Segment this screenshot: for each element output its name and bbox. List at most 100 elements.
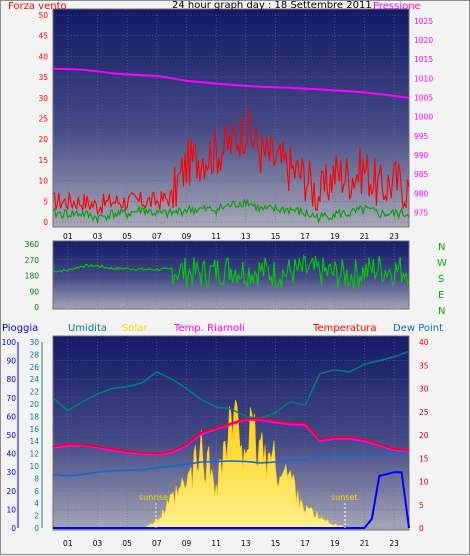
temperature-tick-label-0: 0: [419, 524, 424, 533]
pioggia-tick-label-7: 70: [6, 394, 16, 403]
legend-temperatura: Temperatura: [312, 323, 377, 334]
umidita-tick-label-6: 12: [29, 450, 39, 459]
direction-tick-label-1: 90: [29, 287, 39, 296]
series-pressione-line: [52, 67, 410, 99]
x-tick-label-p1-11: 11: [211, 232, 221, 241]
umidita-tick-label-7: 14: [29, 437, 39, 446]
legend-solar: Solar: [122, 323, 148, 334]
series-raffica-line: [52, 107, 410, 216]
x-tick-label-p1-23: 23: [389, 232, 399, 241]
pioggia-tick-label-1: 10: [6, 505, 16, 514]
series-dew-point-line: [52, 450, 410, 477]
x-tick-label-p1-15: 15: [271, 232, 281, 241]
umidita-tick-label-1: 2: [34, 512, 39, 521]
pressure-tick-label-4: 995: [414, 132, 429, 141]
wind-tick-label-7: 35: [38, 73, 48, 82]
x-tick-label-p1-21: 21: [360, 232, 370, 241]
legend-temp-riarnoli: Temp. Riarnoli: [173, 323, 245, 334]
pressure-tick-label-3: 990: [414, 151, 429, 160]
x-tick-label-p1-05: 05: [122, 232, 132, 241]
legend-dew-point: Dew Point: [393, 323, 443, 334]
temperature-tick-label-3: 15: [419, 454, 429, 463]
umidita-tick-label-4: 8: [34, 474, 39, 483]
wind-tick-label-8: 40: [38, 52, 48, 61]
x-tick-label-p3-19: 19: [330, 539, 340, 548]
wind-tick-label-1: 5: [43, 197, 48, 206]
x-tick-label-p1-09: 09: [182, 232, 192, 241]
umidita-tick-label-13: 26: [29, 363, 39, 372]
x-tick-label-p3-09: 09: [182, 539, 192, 548]
pressure-tick-label-1: 980: [414, 189, 429, 198]
panel-2-background: [52, 240, 410, 310]
umidita-tick-label-11: 22: [29, 388, 39, 397]
x-tick-label-p3-03: 03: [93, 539, 103, 548]
direction-tick-label-2: 180: [25, 272, 40, 281]
pioggia-tick-label-10: 100: [2, 338, 17, 347]
panel-1-background: [52, 8, 410, 228]
umidita-tick-label-12: 24: [29, 375, 39, 384]
pioggia-tick-label-9: 90: [6, 357, 16, 366]
legend-umidita: Umidita: [68, 323, 107, 334]
pioggia-tick-label-3: 30: [6, 468, 16, 477]
direction-tick-label-4: 360: [25, 240, 40, 249]
wind-tick-label-9: 45: [38, 32, 48, 41]
direction-tick-label-0: 0: [34, 303, 39, 312]
temperature-tick-label-4: 20: [419, 431, 429, 440]
x-tick-label-p3-05: 05: [122, 539, 132, 548]
wind-tick-label-3: 15: [38, 156, 48, 165]
direction-tick-label-3: 270: [25, 256, 40, 265]
pressure-tick-label-10: 1025: [414, 17, 433, 26]
wind-tick-label-4: 20: [38, 135, 48, 144]
series-pioggia-line: [53, 471, 410, 529]
direction-label-w: W: [437, 258, 447, 269]
wind-tick-label-6: 30: [38, 94, 48, 103]
temperature-tick-label-1: 5: [419, 501, 424, 510]
umidita-tick-label-8: 16: [29, 425, 39, 434]
series-media-line: [52, 198, 410, 225]
wind-tick-label-5: 25: [38, 115, 48, 124]
x-tick-label-p1-01: 01: [63, 232, 73, 241]
x-tick-label-p3-07: 07: [152, 539, 162, 548]
temperature-tick-label-7: 35: [419, 361, 429, 370]
umidita-tick-label-0: 0: [34, 524, 39, 533]
x-tick-label-p3-15: 15: [271, 539, 281, 548]
x-tick-label-p1-17: 17: [300, 232, 310, 241]
umidita-tick-label-10: 20: [29, 400, 39, 409]
x-tick-label-p1-03: 03: [93, 232, 103, 241]
pressure-tick-label-9: 1020: [414, 36, 433, 45]
annotation-sunrise: sunrise: [139, 493, 168, 502]
umidita-tick-label-14: 28: [29, 350, 39, 359]
annotation-sunset: sunset: [331, 493, 358, 502]
pioggia-tick-label-2: 20: [6, 487, 16, 496]
series-direzione-line: [52, 254, 410, 290]
legend-pioggia: Pioggia: [2, 323, 38, 334]
x-tick-label-p3-23: 23: [389, 539, 399, 548]
wind-tick-label-0: 0: [43, 218, 48, 227]
pioggia-tick-label-8: 80: [6, 375, 16, 384]
pressure-tick-label-5: 1000: [414, 113, 433, 122]
x-tick-label-p3-21: 21: [360, 539, 370, 548]
series-solar-area: [141, 399, 350, 529]
pressure-tick-label-2: 985: [414, 170, 429, 179]
direction-label-n-bottom: N: [438, 306, 445, 317]
series-temperatura-line: [52, 417, 410, 455]
x-tick-label-p3-11: 11: [211, 539, 221, 548]
temperature-tick-label-8: 40: [419, 338, 429, 347]
direction-label-e: E: [438, 290, 444, 301]
direction-label-n-top: N: [438, 242, 445, 253]
umidita-tick-label-15: 30: [29, 338, 39, 347]
umidita-tick-label-9: 18: [29, 412, 39, 421]
pressure-tick-label-7: 1010: [414, 74, 433, 83]
x-tick-label-p1-19: 19: [330, 232, 340, 241]
direction-label-s: S: [438, 274, 444, 285]
umidita-tick-label-5: 10: [29, 462, 39, 471]
pressure-tick-label-8: 1015: [414, 55, 433, 64]
pioggia-tick-label-5: 50: [6, 431, 16, 440]
wind-tick-label-10: 50: [38, 11, 48, 20]
x-tick-label-p1-13: 13: [241, 232, 251, 241]
x-tick-label-p3-17: 17: [300, 539, 310, 548]
pressure-tick-label-0: 975: [414, 208, 429, 217]
pioggia-tick-label-0: 0: [11, 524, 16, 533]
